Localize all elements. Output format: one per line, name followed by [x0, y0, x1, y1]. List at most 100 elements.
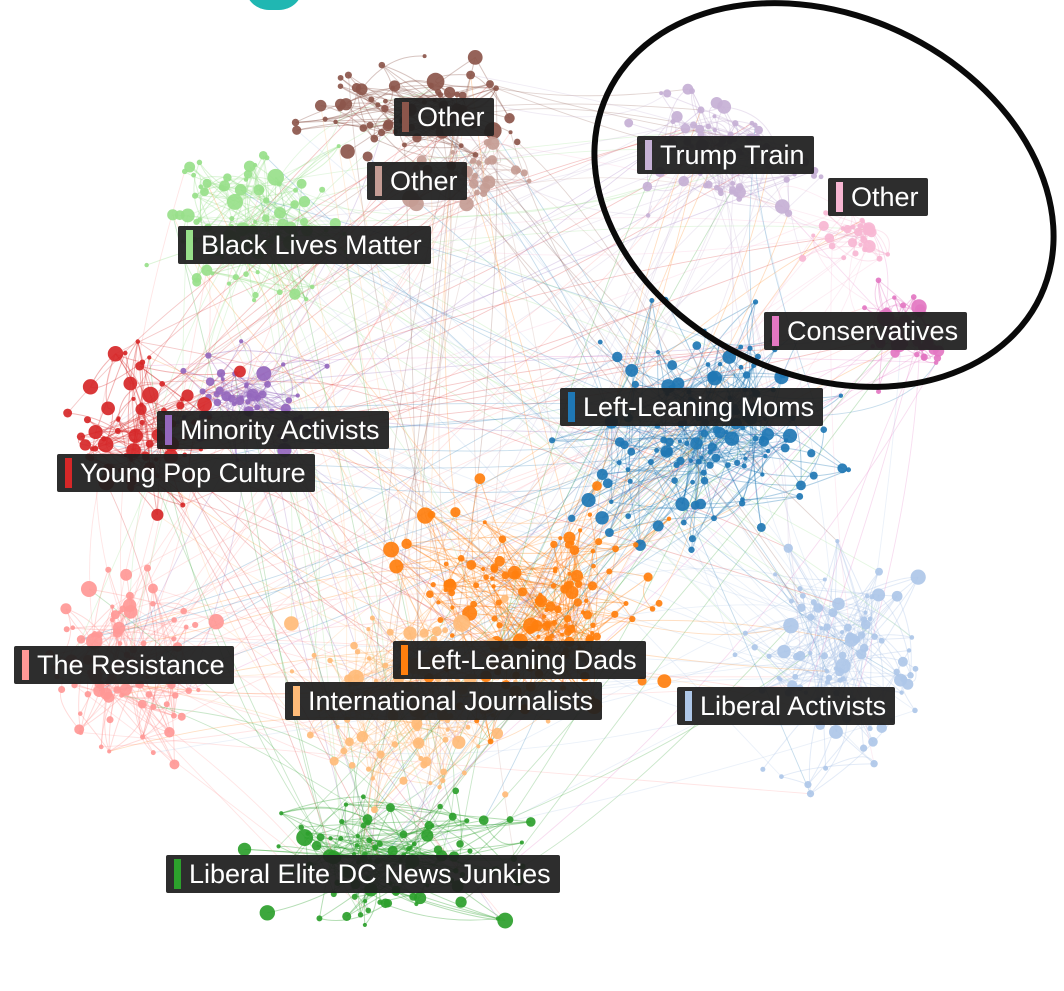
network-node [909, 635, 915, 640]
network-edge [800, 429, 825, 486]
network-edge [647, 180, 685, 192]
cluster-swatch [836, 182, 843, 212]
network-edge [79, 713, 110, 752]
network-edge [413, 181, 685, 697]
network-edge [231, 203, 295, 219]
network-node [774, 199, 790, 214]
network-edge [254, 221, 388, 692]
network-edge [842, 657, 916, 670]
network-node [712, 127, 717, 133]
network-node [191, 172, 196, 178]
network-edge [357, 828, 404, 837]
network-node [455, 896, 467, 908]
network-node [868, 737, 878, 747]
cluster-swatch [165, 415, 172, 445]
network-node [587, 512, 593, 517]
network-node [445, 727, 450, 732]
network-node [899, 690, 904, 695]
network-node [309, 284, 315, 290]
network-edge [505, 213, 789, 648]
network-edge [431, 514, 453, 608]
network-node [253, 219, 258, 224]
network-edge [761, 649, 910, 691]
network-edge [416, 625, 792, 725]
network-node [135, 339, 141, 344]
network-node [229, 215, 235, 222]
network-node [591, 563, 596, 569]
network-edge [493, 548, 616, 587]
network-node [707, 449, 713, 455]
network-node [185, 687, 192, 694]
network-node [360, 822, 367, 829]
network-node [797, 585, 803, 592]
network-node [128, 428, 143, 443]
network-node [835, 667, 844, 677]
network-node [377, 129, 386, 137]
network-node [633, 542, 639, 548]
network-node [765, 448, 771, 454]
network-node [824, 233, 835, 243]
network-node [570, 569, 584, 582]
network-node [897, 656, 908, 667]
network-node [493, 85, 499, 92]
network-node [912, 665, 919, 672]
network-edge [610, 421, 613, 502]
network-edge [369, 819, 511, 843]
network-node [448, 589, 456, 597]
network-node [596, 468, 608, 480]
network-node [783, 543, 793, 553]
network-edge [745, 616, 811, 634]
network-node [192, 621, 199, 629]
network-edge [475, 538, 503, 586]
network-edge [351, 478, 481, 695]
network-node [254, 394, 262, 402]
network-node [399, 776, 408, 785]
network-edge [349, 726, 469, 746]
network-edge [304, 186, 648, 217]
network-node [383, 98, 388, 104]
network-edge [761, 675, 830, 691]
network-node [724, 431, 740, 446]
network-node [319, 186, 326, 193]
network-node [620, 440, 629, 450]
network-edge [279, 186, 648, 293]
network-edge [118, 356, 618, 629]
network-node [807, 613, 815, 621]
network-edge [333, 726, 469, 762]
network-node [201, 264, 213, 276]
network-node [389, 559, 404, 574]
network-node [151, 508, 164, 521]
network-node [216, 369, 226, 378]
network-node [678, 175, 690, 187]
network-edge [495, 225, 825, 666]
network-node [490, 563, 499, 572]
network-node [296, 829, 314, 847]
network-node [298, 824, 304, 831]
network-node [231, 401, 237, 407]
network-node [625, 467, 631, 472]
network-node [218, 184, 225, 191]
network-node [259, 905, 276, 921]
network-node [110, 604, 115, 609]
network-node [872, 588, 886, 602]
network-edge [139, 366, 158, 515]
network-edge [348, 538, 503, 680]
network-node [892, 295, 897, 300]
network-edge [813, 602, 827, 769]
network-edge [690, 460, 822, 608]
cluster-swatch [772, 316, 779, 346]
network-node [92, 445, 99, 452]
network-edge [746, 301, 759, 358]
network-node [411, 718, 423, 730]
network-edge [623, 444, 641, 546]
network-edge [406, 543, 595, 707]
network-node [850, 224, 856, 230]
network-node [464, 818, 470, 824]
network-node [763, 453, 768, 459]
network-node [845, 632, 855, 641]
network-node [655, 349, 661, 355]
network-node [705, 123, 712, 130]
network-node [428, 82, 434, 89]
network-node [145, 440, 154, 448]
network-edge [479, 159, 767, 479]
